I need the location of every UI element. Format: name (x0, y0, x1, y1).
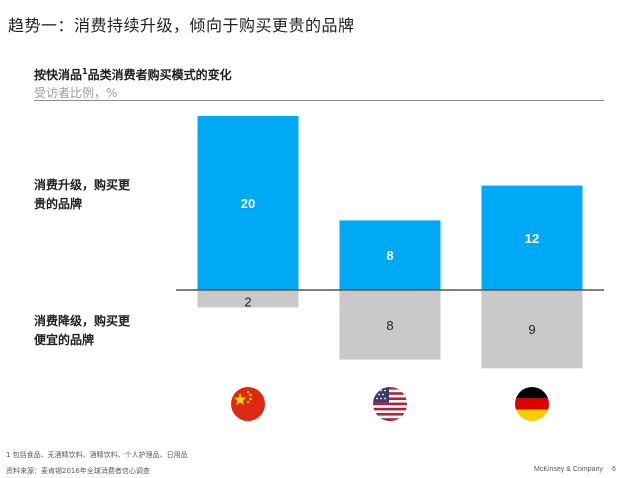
upgrade-bar-germany (481, 185, 583, 290)
upgrade-value-label-china: 20 (241, 196, 255, 211)
downgrade-bar-germany (481, 290, 583, 369)
header-divider (34, 100, 604, 101)
downgrade-value-label-germany: 9 (528, 322, 535, 337)
germany-flag-icon (515, 387, 549, 421)
downgrade-row-label-line-2: 便宜的品牌 (34, 333, 95, 347)
downgrade-row-label-line-1: 消费降级，购买更 (34, 314, 131, 328)
upgrade-bar-united-states (339, 220, 441, 290)
upgrade-row-label-line-1: 消费升级，购买更 (34, 178, 131, 192)
chart-title-suffix: 品类消费者购买模式的变化 (87, 68, 232, 82)
downgrade-bar-united-states (339, 290, 441, 360)
usa-flag-icon (373, 387, 407, 421)
downgrade-row-label: 消费降级，购买更 便宜的品牌 (34, 312, 164, 350)
chart-title-footnote-marker: 1 (82, 67, 88, 76)
page-number: 6 (612, 466, 616, 473)
upgrade-value-label-united-states: 8 (386, 248, 393, 263)
brand-name: McKinsey & Company (534, 466, 603, 473)
china-flag-icon (231, 387, 265, 421)
upgrade-row-label: 消费升级，购买更 贵的品牌 (34, 176, 164, 214)
upgrade-row-label-line-2: 贵的品牌 (34, 197, 83, 211)
downgrade-value-label-united-states: 8 (386, 318, 393, 333)
chart-subtitle: 受访者比例，% (34, 86, 118, 100)
footnote-1: 1 包括食品、无酒精饮料、酒精饮料、个人护理品、日用品 (6, 451, 188, 459)
upgrade-bar-china (197, 116, 299, 290)
chart-title-text: 按快消品 (34, 68, 83, 82)
chart-title: 按快消品1品类消费者购买模式的变化 (34, 66, 232, 83)
source-note: 资料来源：麦肯锡2016年全球消费者信心调查 (6, 467, 150, 475)
downgrade-value-label-china: 2 (244, 295, 251, 310)
upgrade-value-label-germany: 12 (525, 231, 539, 246)
page-title: 趋势一：消费持续升级，倾向于购买更贵的品牌 (8, 16, 355, 35)
downgrade-bar-china (197, 290, 299, 308)
